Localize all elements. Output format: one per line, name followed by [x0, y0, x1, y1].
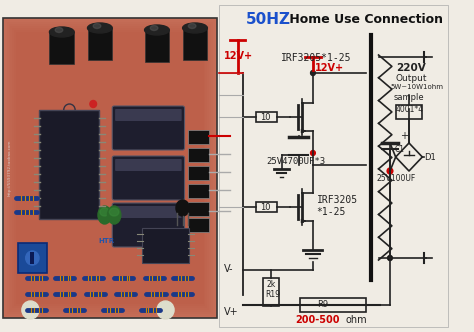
Text: Output: Output [396, 74, 427, 83]
Text: Home Use Connection: Home Use Connection [285, 13, 443, 26]
Text: 12V+: 12V+ [224, 51, 253, 61]
FancyBboxPatch shape [219, 5, 448, 327]
Ellipse shape [98, 206, 111, 224]
Ellipse shape [157, 301, 174, 319]
FancyBboxPatch shape [188, 166, 209, 180]
Text: IRF3205: IRF3205 [317, 195, 358, 205]
FancyBboxPatch shape [256, 202, 277, 212]
Ellipse shape [93, 24, 101, 29]
Text: 5W~10W1ohm: 5W~10W1ohm [390, 84, 443, 90]
Ellipse shape [22, 301, 39, 319]
FancyBboxPatch shape [188, 202, 209, 216]
FancyBboxPatch shape [396, 105, 422, 119]
FancyBboxPatch shape [39, 110, 100, 218]
Ellipse shape [310, 150, 315, 155]
FancyBboxPatch shape [112, 203, 184, 247]
Ellipse shape [176, 200, 189, 216]
Text: 10: 10 [260, 203, 270, 212]
Text: HTR: HTR [99, 238, 115, 244]
FancyBboxPatch shape [112, 156, 184, 200]
FancyBboxPatch shape [30, 252, 34, 264]
FancyBboxPatch shape [115, 109, 182, 121]
Ellipse shape [388, 256, 392, 261]
Text: 2k: 2k [266, 280, 275, 289]
Ellipse shape [387, 168, 393, 174]
Ellipse shape [182, 23, 207, 33]
Ellipse shape [108, 206, 121, 224]
Ellipse shape [88, 23, 112, 33]
FancyBboxPatch shape [182, 28, 207, 60]
Ellipse shape [26, 251, 39, 265]
FancyBboxPatch shape [142, 227, 189, 263]
Text: 4001*4: 4001*4 [396, 105, 424, 114]
Ellipse shape [310, 70, 315, 75]
Ellipse shape [150, 26, 158, 31]
Text: V+: V+ [224, 307, 238, 317]
Text: R19: R19 [265, 290, 281, 299]
FancyBboxPatch shape [18, 243, 46, 273]
Ellipse shape [49, 27, 74, 37]
FancyBboxPatch shape [49, 32, 74, 64]
FancyBboxPatch shape [88, 28, 112, 60]
Ellipse shape [145, 25, 169, 35]
FancyBboxPatch shape [188, 130, 209, 144]
Ellipse shape [90, 101, 97, 108]
Text: IRF3205*1-25: IRF3205*1-25 [281, 53, 351, 63]
Ellipse shape [188, 24, 196, 29]
FancyBboxPatch shape [188, 148, 209, 162]
Ellipse shape [100, 208, 109, 216]
FancyBboxPatch shape [188, 218, 209, 232]
Text: 25V4700UF*3: 25V4700UF*3 [266, 157, 326, 166]
Text: sample: sample [394, 93, 424, 102]
Text: 12V+: 12V+ [315, 63, 344, 73]
Text: http://5593792.taobao.com: http://5593792.taobao.com [8, 140, 11, 196]
Ellipse shape [55, 28, 63, 33]
Text: C1: C1 [395, 145, 405, 154]
FancyBboxPatch shape [3, 18, 217, 318]
Text: *1-25: *1-25 [317, 207, 346, 217]
FancyBboxPatch shape [256, 112, 277, 122]
Text: 50HZ: 50HZ [246, 12, 291, 27]
FancyBboxPatch shape [300, 298, 366, 312]
Text: 25V100UF: 25V100UF [377, 174, 416, 183]
FancyBboxPatch shape [115, 206, 182, 218]
Ellipse shape [109, 208, 119, 216]
Text: 200-500: 200-500 [295, 315, 339, 325]
Text: 220V: 220V [396, 63, 426, 73]
FancyBboxPatch shape [264, 278, 279, 306]
Text: D1: D1 [424, 152, 436, 161]
FancyBboxPatch shape [188, 184, 209, 198]
FancyBboxPatch shape [145, 30, 169, 62]
Text: R9: R9 [317, 300, 328, 309]
Text: V-: V- [224, 264, 233, 274]
Text: 10: 10 [260, 113, 270, 122]
Text: ohm: ohm [345, 315, 367, 325]
FancyBboxPatch shape [115, 159, 182, 171]
Text: +: + [400, 131, 408, 141]
FancyBboxPatch shape [112, 106, 184, 150]
